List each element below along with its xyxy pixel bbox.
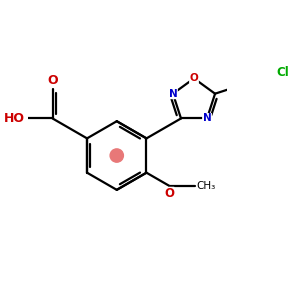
Text: N: N [169,89,177,99]
Circle shape [110,149,123,162]
Text: O: O [164,187,174,200]
Text: O: O [190,74,198,83]
Text: CH₃: CH₃ [196,181,216,190]
Text: HO: HO [3,112,24,125]
Text: N: N [202,113,211,124]
Text: Cl: Cl [276,66,289,79]
Text: O: O [47,74,58,87]
